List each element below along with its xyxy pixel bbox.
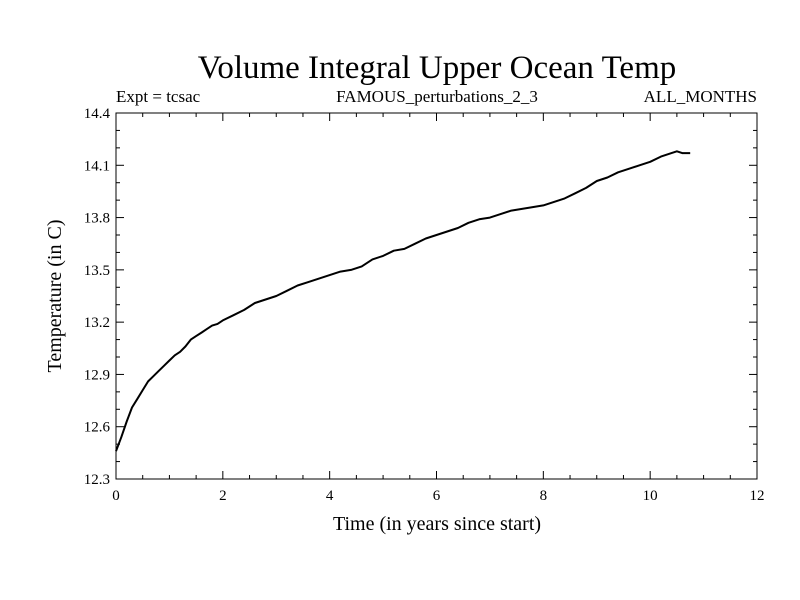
y-tick-labels: 12.3 12.6 12.9 13.2 13.5 13.8 14.1 14.4 xyxy=(84,106,111,488)
x-tick-label: 8 xyxy=(540,488,548,504)
axis-ticks xyxy=(115,112,758,480)
y-tick-label: 14.4 xyxy=(84,106,111,122)
run-label: FAMOUS_perturbations_2_3 xyxy=(336,87,538,106)
y-tick-label: 13.2 xyxy=(84,315,110,331)
x-tick-label: 10 xyxy=(643,488,658,504)
y-tick-label: 12.9 xyxy=(84,367,110,383)
x-tick-label: 0 xyxy=(112,488,120,504)
y-tick-label: 13.5 xyxy=(84,263,110,279)
x-tick-labels: 0 2 4 6 8 10 12 xyxy=(112,488,764,504)
x-tick-label: 6 xyxy=(433,488,441,504)
y-tick-label: 12.3 xyxy=(84,472,110,488)
y-axis-label: Temperature (in C) xyxy=(44,220,66,373)
x-tick-label: 4 xyxy=(326,488,334,504)
temperature-series-line xyxy=(115,150,691,452)
y-tick-label: 13.8 xyxy=(84,211,110,227)
months-label: ALL_MONTHS xyxy=(644,87,757,106)
plot-frame xyxy=(115,112,758,480)
experiment-label: Expt = tcsac xyxy=(116,87,201,106)
chart-title: Volume Integral Upper Ocean Temp xyxy=(198,50,676,86)
y-tick-label: 12.6 xyxy=(84,420,111,436)
y-tick-label: 14.1 xyxy=(84,158,110,174)
x-tick-label: 12 xyxy=(750,488,765,504)
x-axis-label: Time (in years since start) xyxy=(333,513,541,535)
x-tick-label: 2 xyxy=(219,488,227,504)
